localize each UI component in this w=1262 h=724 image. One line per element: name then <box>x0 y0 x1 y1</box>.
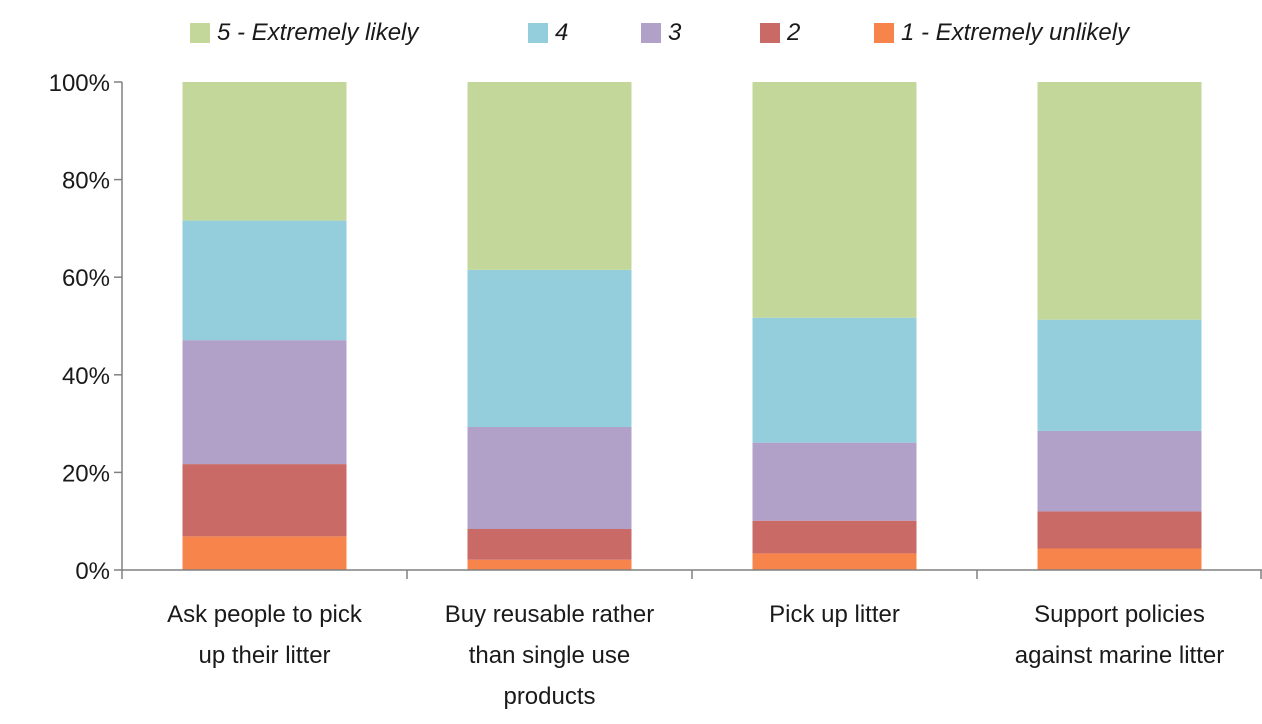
bar-4-3 <box>752 317 917 443</box>
legend-swatch-4 <box>528 23 548 43</box>
category-label: Buy reusable rather <box>445 601 654 628</box>
category-label: Ask people to pick <box>167 601 363 628</box>
legend: 5 - Extremely likely 4 3 2 1 - Extremely unl… <box>190 19 1131 46</box>
legend-label-2: 2 <box>786 19 800 46</box>
legend-label-1-extremely-unlikely: 1 - Extremely unlikely <box>901 19 1131 46</box>
bar-4-1 <box>182 220 347 341</box>
bar-2-4 <box>1037 511 1202 549</box>
bar-1-extremely-unlikely-3 <box>752 553 917 570</box>
bar-1-extremely-unlikely-2 <box>467 559 632 570</box>
bar-5-extremely-likely-4 <box>1037 82 1202 320</box>
legend-label-4: 4 <box>555 19 568 46</box>
y-tick-label: 100% <box>49 70 110 97</box>
bar-3-4 <box>1037 430 1202 512</box>
legend-swatch-3 <box>641 23 661 43</box>
x-axis: Ask people to pick up their litter Buy reu… <box>121 569 1262 710</box>
bar-5-extremely-likely-1 <box>182 82 347 221</box>
category-label: Support policies <box>1034 601 1205 628</box>
bar-3-2 <box>467 427 632 530</box>
y-axis: 0% 20% 40% 60% 80% 100% <box>49 70 123 585</box>
bar-2-1 <box>182 464 347 537</box>
bars <box>182 82 1202 570</box>
bar-1-extremely-unlikely-1 <box>182 536 347 570</box>
legend-label-5-extremely-likely: 5 - Extremely likely <box>217 19 420 46</box>
category-label: Pick up litter <box>769 601 900 628</box>
y-tick-label: 40% <box>62 363 110 390</box>
category-label: products <box>503 683 595 710</box>
bar-2-3 <box>752 520 917 554</box>
category-label: than single use <box>469 642 630 669</box>
y-tick-label: 60% <box>62 265 110 292</box>
y-tick-label: 0% <box>75 558 110 585</box>
category-label: against marine litter <box>1015 642 1224 669</box>
legend-swatch-5-extremely-likely <box>190 23 210 43</box>
bar-4-2 <box>467 269 632 428</box>
y-tick-label: 80% <box>62 168 110 195</box>
bar-5-extremely-likely-3 <box>752 82 917 318</box>
bar-5-extremely-likely-2 <box>467 82 632 270</box>
legend-label-3: 3 <box>668 19 682 46</box>
bar-1-extremely-unlikely-4 <box>1037 548 1202 570</box>
legend-swatch-2 <box>760 23 780 43</box>
bar-2-2 <box>467 529 632 560</box>
bar-3-3 <box>752 442 917 521</box>
category-label: up their litter <box>198 642 330 669</box>
legend-swatch-1-extremely-unlikely <box>874 23 894 43</box>
bar-3-1 <box>182 340 347 465</box>
bar-4-4 <box>1037 319 1202 431</box>
y-tick-label: 20% <box>62 460 110 487</box>
